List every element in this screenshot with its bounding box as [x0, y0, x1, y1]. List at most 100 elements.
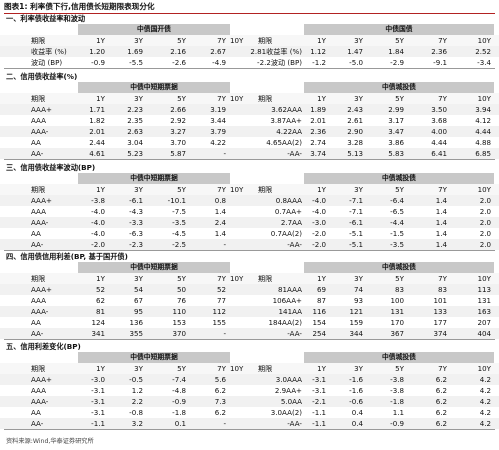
- table-cell: 254: [312, 328, 326, 338]
- group-header-band: 中债中短期票据: [78, 352, 230, 363]
- table-cell: 2.23: [127, 104, 143, 114]
- source-note: 资料来源:Wind,华泰证券研究所: [6, 438, 94, 445]
- table-cell: 77: [216, 295, 226, 305]
- table-row: AAA 62 67 76 77 106AA+ 87 93 100 101 131: [0, 295, 499, 306]
- table-cell: -1.1: [312, 418, 326, 428]
- header-label: 期限: [258, 93, 273, 103]
- table-cell: 184AA(2): [268, 317, 303, 327]
- table-row: AAA+ -3.0 -0.5 -7.4 5.6 3.0AAA -3.1 -1.6 -3.8 6.2…: [0, 373, 499, 385]
- column-header: 3Y: [354, 363, 363, 373]
- column-header: 7Y: [438, 273, 447, 283]
- table-cell: 404: [477, 328, 491, 338]
- column-header: 7Y: [438, 184, 447, 194]
- table-cell: 3.68: [431, 115, 447, 125]
- table-cell: 5.23: [127, 148, 143, 158]
- section-title: 二、信用债收益率(%): [6, 72, 78, 81]
- column-header: 10Y: [230, 184, 244, 194]
- column-header: 5Y: [395, 273, 404, 283]
- row-label: AAA: [31, 295, 46, 305]
- column-header: 3Y: [134, 35, 143, 45]
- table-cell: 69: [316, 284, 326, 294]
- table-cell: 131: [390, 306, 404, 316]
- table-cell: 4.2: [479, 396, 491, 406]
- table-cell: 4.44: [431, 137, 447, 147]
- group-label-left: 中债中短期票据: [130, 353, 178, 361]
- figure-title: 图表1: 利率债下行,信用债长短期限表现分化: [4, 1, 495, 14]
- table-cell: 3.94: [475, 104, 491, 114]
- table-cell: 87: [316, 295, 326, 305]
- row-label: AA-: [31, 239, 44, 249]
- table-cell: 367: [390, 328, 404, 338]
- row-label: AA: [31, 137, 41, 147]
- row-label: AA-: [31, 328, 44, 338]
- column-header: 10Y: [477, 93, 491, 103]
- table-cell: 3.47: [388, 126, 404, 136]
- table-cell: 0.8: [214, 195, 226, 205]
- table-section: 一、利率债收益率和波动 中债国开债 中债国债 期限 1Y 3Y 5Y 7Y 10Y 期限 1Y 3Y 5…: [0, 13, 499, 70]
- table-cell: 1.2: [131, 385, 143, 395]
- table-cell: -4.3: [129, 206, 143, 216]
- header-label: 期限: [258, 273, 273, 283]
- row-label: AAA+: [31, 104, 52, 114]
- column-header: 1Y: [96, 93, 105, 103]
- table-cell: 2.16: [170, 46, 186, 56]
- table-cell: -3.1: [312, 374, 326, 384]
- table-cell: -7.1: [349, 206, 363, 216]
- row-label: AAA-: [31, 217, 49, 227]
- table-cell: 112: [212, 306, 226, 316]
- group-header-band: 中债中短期票据: [78, 262, 230, 273]
- table-cell: 2.36: [431, 46, 447, 56]
- table-cell: -7.1: [349, 195, 363, 205]
- table-cell: 207: [477, 317, 491, 327]
- group-label-right: 中债城投债: [382, 353, 416, 361]
- table-cell: 62: [95, 295, 105, 305]
- table-cell: 3.28: [347, 137, 363, 147]
- table-cell: 52: [95, 284, 105, 294]
- table-cell: -1.1: [91, 418, 105, 428]
- table-cell: 2.01: [310, 115, 326, 125]
- table-cell: 76: [176, 295, 186, 305]
- table-cell: 2.01: [89, 126, 105, 136]
- table-cell: -AA-: [287, 418, 302, 428]
- table-cell: 6.2: [214, 385, 226, 395]
- table-row: AAA -4.0 -4.3 -7.5 1.4 0.7AA+ -4.0 -7.1 -6.5 1.4 2…: [0, 206, 499, 217]
- group-label-left: 中债中短期票据: [130, 174, 178, 182]
- table-cell: -6.1: [129, 195, 143, 205]
- table-cell: -0.8: [129, 407, 143, 417]
- column-header: 5Y: [177, 184, 186, 194]
- table-cell: 355: [129, 328, 143, 338]
- column-header: 3Y: [134, 363, 143, 373]
- table-cell: -4.0: [91, 206, 105, 216]
- table-cell: -0.5: [129, 374, 143, 384]
- table-cell: 50: [176, 284, 186, 294]
- table-cell: 374: [433, 328, 447, 338]
- table-cell: 2.0: [479, 195, 491, 205]
- table-cell: 4.12: [475, 115, 491, 125]
- header-row: 期限 1Y 3Y 5Y 7Y 10Y 期限 1Y 3Y 5Y 7Y 10Y: [0, 34, 499, 46]
- table-cell: -1.2: [312, 57, 326, 67]
- table-row: AAA+ 52 54 50 52 81AAA 69 74 83 83 113: [0, 283, 499, 295]
- group-label-right: 中债城投债: [382, 174, 416, 182]
- table-cell: 0.7AA(2): [270, 228, 302, 238]
- column-header: 5Y: [395, 93, 404, 103]
- table-cell: 101: [433, 295, 447, 305]
- table-cell: 1.20: [89, 46, 105, 56]
- table-cell: 5.13: [347, 148, 363, 158]
- table-cell: -2.0: [91, 239, 105, 249]
- section-bottom-rule: [4, 158, 495, 160]
- column-header: 7Y: [438, 35, 447, 45]
- table-cell: 81: [95, 306, 105, 316]
- table-cell: 4.22: [210, 137, 226, 147]
- table-section: 二、信用债收益率(%) 中债中短期票据 中债城投债 期限 1Y 3Y 5Y 7Y 10Y 期限 1Y…: [0, 71, 499, 161]
- table-row: AAA- -4.0 -3.3 -3.5 2.4 2.7AA -3.0 -6.1 -4.4 1.4 2…: [0, 216, 499, 228]
- column-header: 10Y: [477, 273, 491, 283]
- row-label: AA: [31, 407, 41, 417]
- table-cell: 1.1: [392, 407, 404, 417]
- table-cell: 177: [433, 317, 447, 327]
- table-cell: -0.6: [349, 396, 363, 406]
- column-header: 5Y: [177, 273, 186, 283]
- table-cell: 3.0AAA: [275, 374, 302, 384]
- table-cell: 113: [477, 284, 491, 294]
- table-cell: -: [223, 418, 226, 428]
